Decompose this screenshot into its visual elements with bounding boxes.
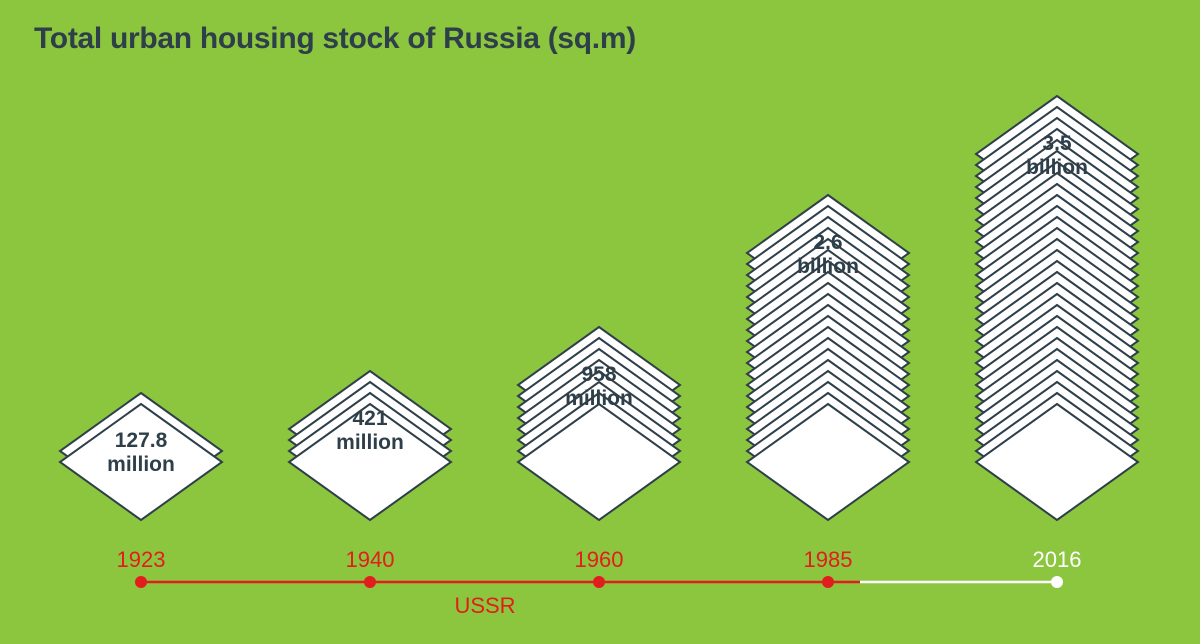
value-label-unit: billion — [797, 255, 859, 278]
chart-title: Total urban housing stock of Russia (sq.… — [34, 22, 636, 55]
value-label-unit: million — [336, 431, 404, 454]
year-label-1940: 1940 — [346, 547, 395, 572]
timeline-dot-1960 — [593, 576, 605, 588]
year-label-1985: 1985 — [804, 547, 853, 572]
stack-layer — [974, 402, 1140, 522]
stack-layer — [58, 402, 224, 522]
value-label-number: 2.6 — [813, 231, 842, 254]
timeline-group: 1923 1940 1960 1985 2016 USSR — [117, 547, 1082, 618]
value-label-number: 958 — [581, 363, 616, 386]
stacks-group: 127.8million421million958million2.6billi… — [58, 94, 1140, 522]
value-label-unit: million — [107, 453, 175, 476]
value-label-unit: billion — [1026, 156, 1088, 179]
year-label-1960: 1960 — [575, 547, 624, 572]
value-label-number: 127.8 — [115, 429, 168, 452]
ussr-era-label: USSR — [454, 593, 515, 618]
timeline-dot-1923 — [135, 576, 147, 588]
value-label-number: 421 — [352, 407, 387, 430]
year-label-1923: 1923 — [117, 547, 166, 572]
value-label-number: 3.5 — [1042, 132, 1072, 155]
stack-layer — [745, 402, 911, 522]
value-label-unit: million — [565, 387, 633, 410]
timeline-dot-1985 — [822, 576, 834, 588]
timeline-dot-1940 — [364, 576, 376, 588]
stack-layer — [516, 402, 682, 522]
timeline-dot-2016 — [1051, 576, 1063, 588]
year-label-2016: 2016 — [1033, 547, 1082, 572]
stack-layer — [287, 402, 453, 522]
